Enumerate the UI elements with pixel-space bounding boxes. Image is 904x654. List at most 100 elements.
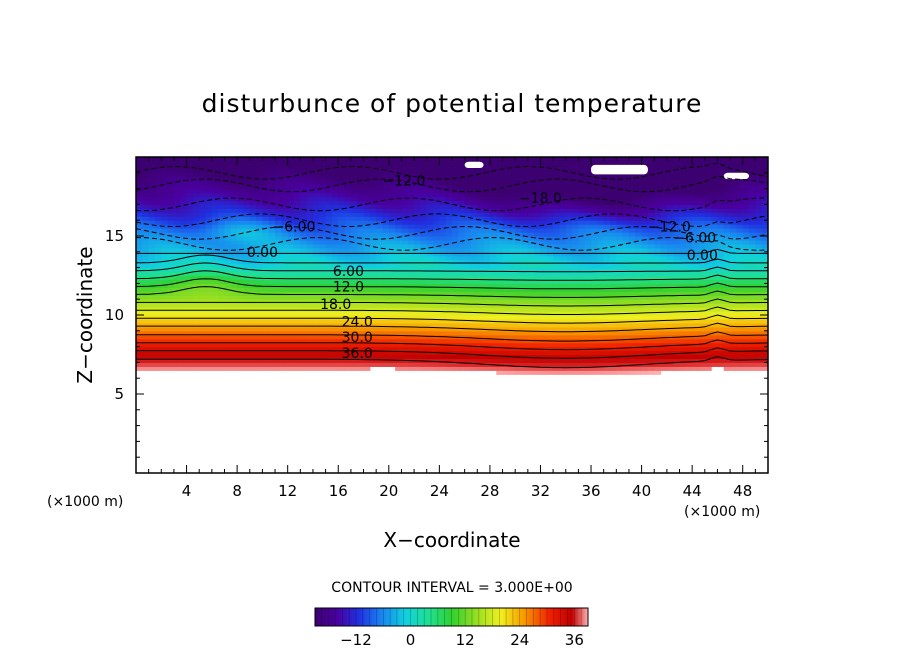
field-cell: [136, 311, 143, 316]
field-cell: [679, 157, 687, 162]
field-cell: [597, 212, 605, 217]
field-cell: [401, 271, 409, 277]
field-cell: [483, 243, 491, 249]
field-cell: [363, 243, 371, 249]
field-cell: [199, 200, 207, 205]
field-cell: [515, 291, 523, 296]
field-cell: [294, 168, 301, 174]
field-cell: [243, 334, 251, 340]
field-cell: [256, 299, 263, 304]
field-cell: [685, 168, 693, 174]
field-cell: [300, 157, 308, 162]
field-cell: [173, 271, 181, 277]
field-cell: [559, 307, 567, 312]
field-cell: [192, 204, 200, 209]
field-cell: [464, 255, 472, 261]
field-cell: [312, 180, 320, 186]
field-cell: [237, 220, 245, 225]
field-cell: [357, 160, 365, 166]
field-cell: [262, 212, 270, 217]
field-cell: [622, 180, 630, 186]
field-cell: [641, 307, 649, 312]
field-cell: [256, 271, 263, 277]
field-cell: [616, 157, 624, 162]
field-cell: [553, 255, 561, 261]
field-cell: [414, 224, 421, 229]
field-cell: [692, 255, 700, 261]
field-cell: [559, 168, 567, 174]
field-cell: [414, 172, 421, 178]
field-cell: [502, 346, 510, 352]
field-cell: [433, 283, 440, 288]
field-cell: [218, 279, 226, 284]
field-cell: [692, 311, 700, 316]
field-cell: [654, 239, 662, 245]
field-cell: [331, 275, 339, 281]
field-cell: [572, 350, 579, 356]
field-cell: [698, 247, 706, 253]
field-cell: [508, 338, 516, 344]
field-cell: [382, 358, 390, 363]
field-cell: [243, 283, 251, 288]
field-cell: [211, 279, 219, 284]
field-cell: [414, 338, 421, 344]
field-cell: [230, 157, 238, 162]
field-cell: [287, 236, 295, 241]
field-cell: [515, 330, 523, 336]
field-cell: [464, 366, 472, 371]
field-cell: [401, 315, 409, 320]
field-cell: [211, 350, 219, 356]
field-cell: [395, 164, 403, 170]
field-cell: [300, 251, 308, 257]
field-cell: [673, 220, 681, 225]
field-cell: [591, 232, 598, 237]
field-cell: [470, 334, 478, 340]
field-cell: [281, 346, 289, 352]
field-cell: [420, 326, 428, 332]
field-cell: [420, 157, 428, 162]
field-cell: [180, 192, 188, 198]
field-cell: [376, 279, 384, 284]
field-cell: [439, 188, 447, 194]
field-cell: [521, 267, 529, 273]
field-cell: [540, 236, 548, 241]
field-cell: [294, 362, 301, 367]
field-cell: [439, 263, 447, 269]
field-cell: [395, 299, 403, 304]
field-cell: [180, 239, 188, 245]
field-cell: [148, 322, 156, 328]
field-cell: [641, 160, 649, 166]
field-cell: [300, 358, 308, 363]
field-cell: [572, 239, 579, 245]
field-cell: [331, 263, 339, 269]
field-cell: [287, 180, 295, 186]
field-cell: [527, 168, 535, 174]
field-cell: [610, 330, 617, 336]
field-cell: [426, 168, 434, 174]
field-cell: [338, 239, 346, 245]
field-cell: [369, 255, 377, 261]
field-cell: [527, 228, 535, 233]
field-cell: [281, 322, 289, 328]
field-cell: [344, 334, 352, 340]
field-cell: [401, 330, 409, 336]
field-cell: [445, 307, 453, 312]
field-cell: [376, 299, 384, 304]
field-cell: [186, 295, 194, 300]
field-cell: [218, 216, 226, 221]
field-cell: [230, 184, 238, 190]
field-cell: [211, 157, 219, 162]
field-cell: [464, 228, 472, 233]
field-cell: [534, 247, 542, 253]
field-cell: [199, 243, 207, 249]
field-cell: [281, 172, 289, 178]
field-cell: [452, 287, 459, 292]
field-cell: [148, 200, 156, 205]
field-cell: [344, 279, 352, 284]
field-cell: [287, 216, 295, 221]
field-cell: [470, 212, 478, 217]
field-cell: [420, 188, 428, 194]
field-cell: [685, 267, 693, 273]
field-cell: [673, 196, 681, 202]
field-cell: [369, 354, 377, 360]
